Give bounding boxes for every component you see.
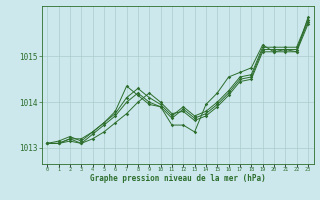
X-axis label: Graphe pression niveau de la mer (hPa): Graphe pression niveau de la mer (hPa) [90,174,266,183]
